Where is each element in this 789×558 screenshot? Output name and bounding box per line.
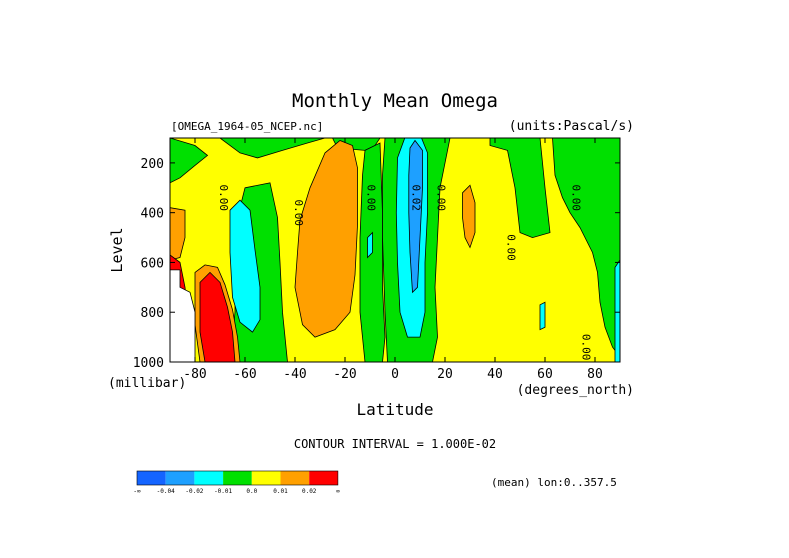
contour-label: 0.02 [410,184,423,211]
chart-subtitle-file: [OMEGA_1964-05_NCEP.nc] [171,120,323,133]
contour-region-cyan [367,231,373,259]
contour-region-green [170,138,209,184]
contour-region-orange [170,207,186,261]
colorbar-label: -0.02 [185,488,203,495]
x-tick-label: 40 [487,367,503,382]
contour-region-green [552,138,620,358]
y-tick-label: 800 [141,306,164,321]
x-tick-label: -20 [333,367,356,382]
x-tick-label: 0 [391,367,399,382]
y-unit-label: (millibar) [108,376,186,391]
contour-label: 0.00 [435,184,448,211]
contour-label: 0.00 [580,334,593,361]
colorbar-label: -0.01 [214,488,232,495]
y-axis-label: Level [108,227,126,272]
x-axis: -80 -60 -40 -20 0 20 40 60 80 [183,138,603,382]
colorbar-swatch [137,471,166,485]
chart-title: Monthly Mean Omega [292,90,498,112]
x-tick-label: -80 [183,367,206,382]
contour-label: 0.00 [365,184,378,211]
x-tick-label: -40 [283,367,306,382]
colorbar-label: 0.0 [246,488,257,495]
contour-region-cyan [539,301,546,331]
x-tick-label: 80 [587,367,603,382]
contour-region-green [489,138,551,239]
x-axis-label: Latitude [356,400,433,419]
colorbar-label: ∞ [336,488,340,495]
colorbar-label: -∞ [133,488,141,495]
colorbar-swatch [165,471,195,485]
x-unit-label: (degrees_north) [517,383,634,398]
contour-region-orange [294,140,358,338]
y-tick-label: 1000 [133,356,164,371]
contour-label: 0.00 [505,234,518,261]
colorbar: -∞ -0.04 -0.02 -0.01 0.0 0.01 0.02 ∞ [133,470,340,495]
contour-region-red [199,271,236,362]
colorbar-swatch [309,471,338,485]
y-axis: 200 400 600 800 1000 [133,157,620,371]
y-tick-label: 200 [141,157,164,172]
contour-labels: 0.00 0.00 0.00 0.02 0.00 0.00 0.00 0.00 [217,184,593,360]
x-tick-label: -60 [233,367,256,382]
y-tick-label: 600 [141,256,164,271]
contour-label: 0.00 [570,184,583,211]
contour-label: 0.00 [217,184,230,211]
contour-region-cyan [614,259,620,362]
colorbar-swatch [251,471,281,485]
colorbar-label: 0.02 [302,488,317,495]
contour-region-cyan [229,199,261,333]
contour-region-orange [462,184,476,249]
colorbar-label: 0.01 [273,488,288,495]
contour-label: 0.00 [292,199,305,226]
chart-subtitle-units: (units:Pascal/s) [509,119,634,134]
x-tick-label: 20 [437,367,453,382]
colorbar-swatch [280,471,310,485]
colorbar-swatch [194,471,224,485]
colorbar-label: -0.04 [157,488,175,495]
x-tick-label: 60 [537,367,553,382]
contour-region-blue [408,139,423,294]
contour-fill-area [170,138,620,362]
y-tick-label: 400 [141,207,164,222]
footer-text: (mean) lon:0..357.5 [491,476,617,489]
colorbar-swatch [223,471,252,485]
contour-interval-text: CONTOUR INTERVAL = 1.000E-02 [294,437,496,451]
colorbar-frame [136,470,339,486]
missing-data-region [170,269,196,362]
